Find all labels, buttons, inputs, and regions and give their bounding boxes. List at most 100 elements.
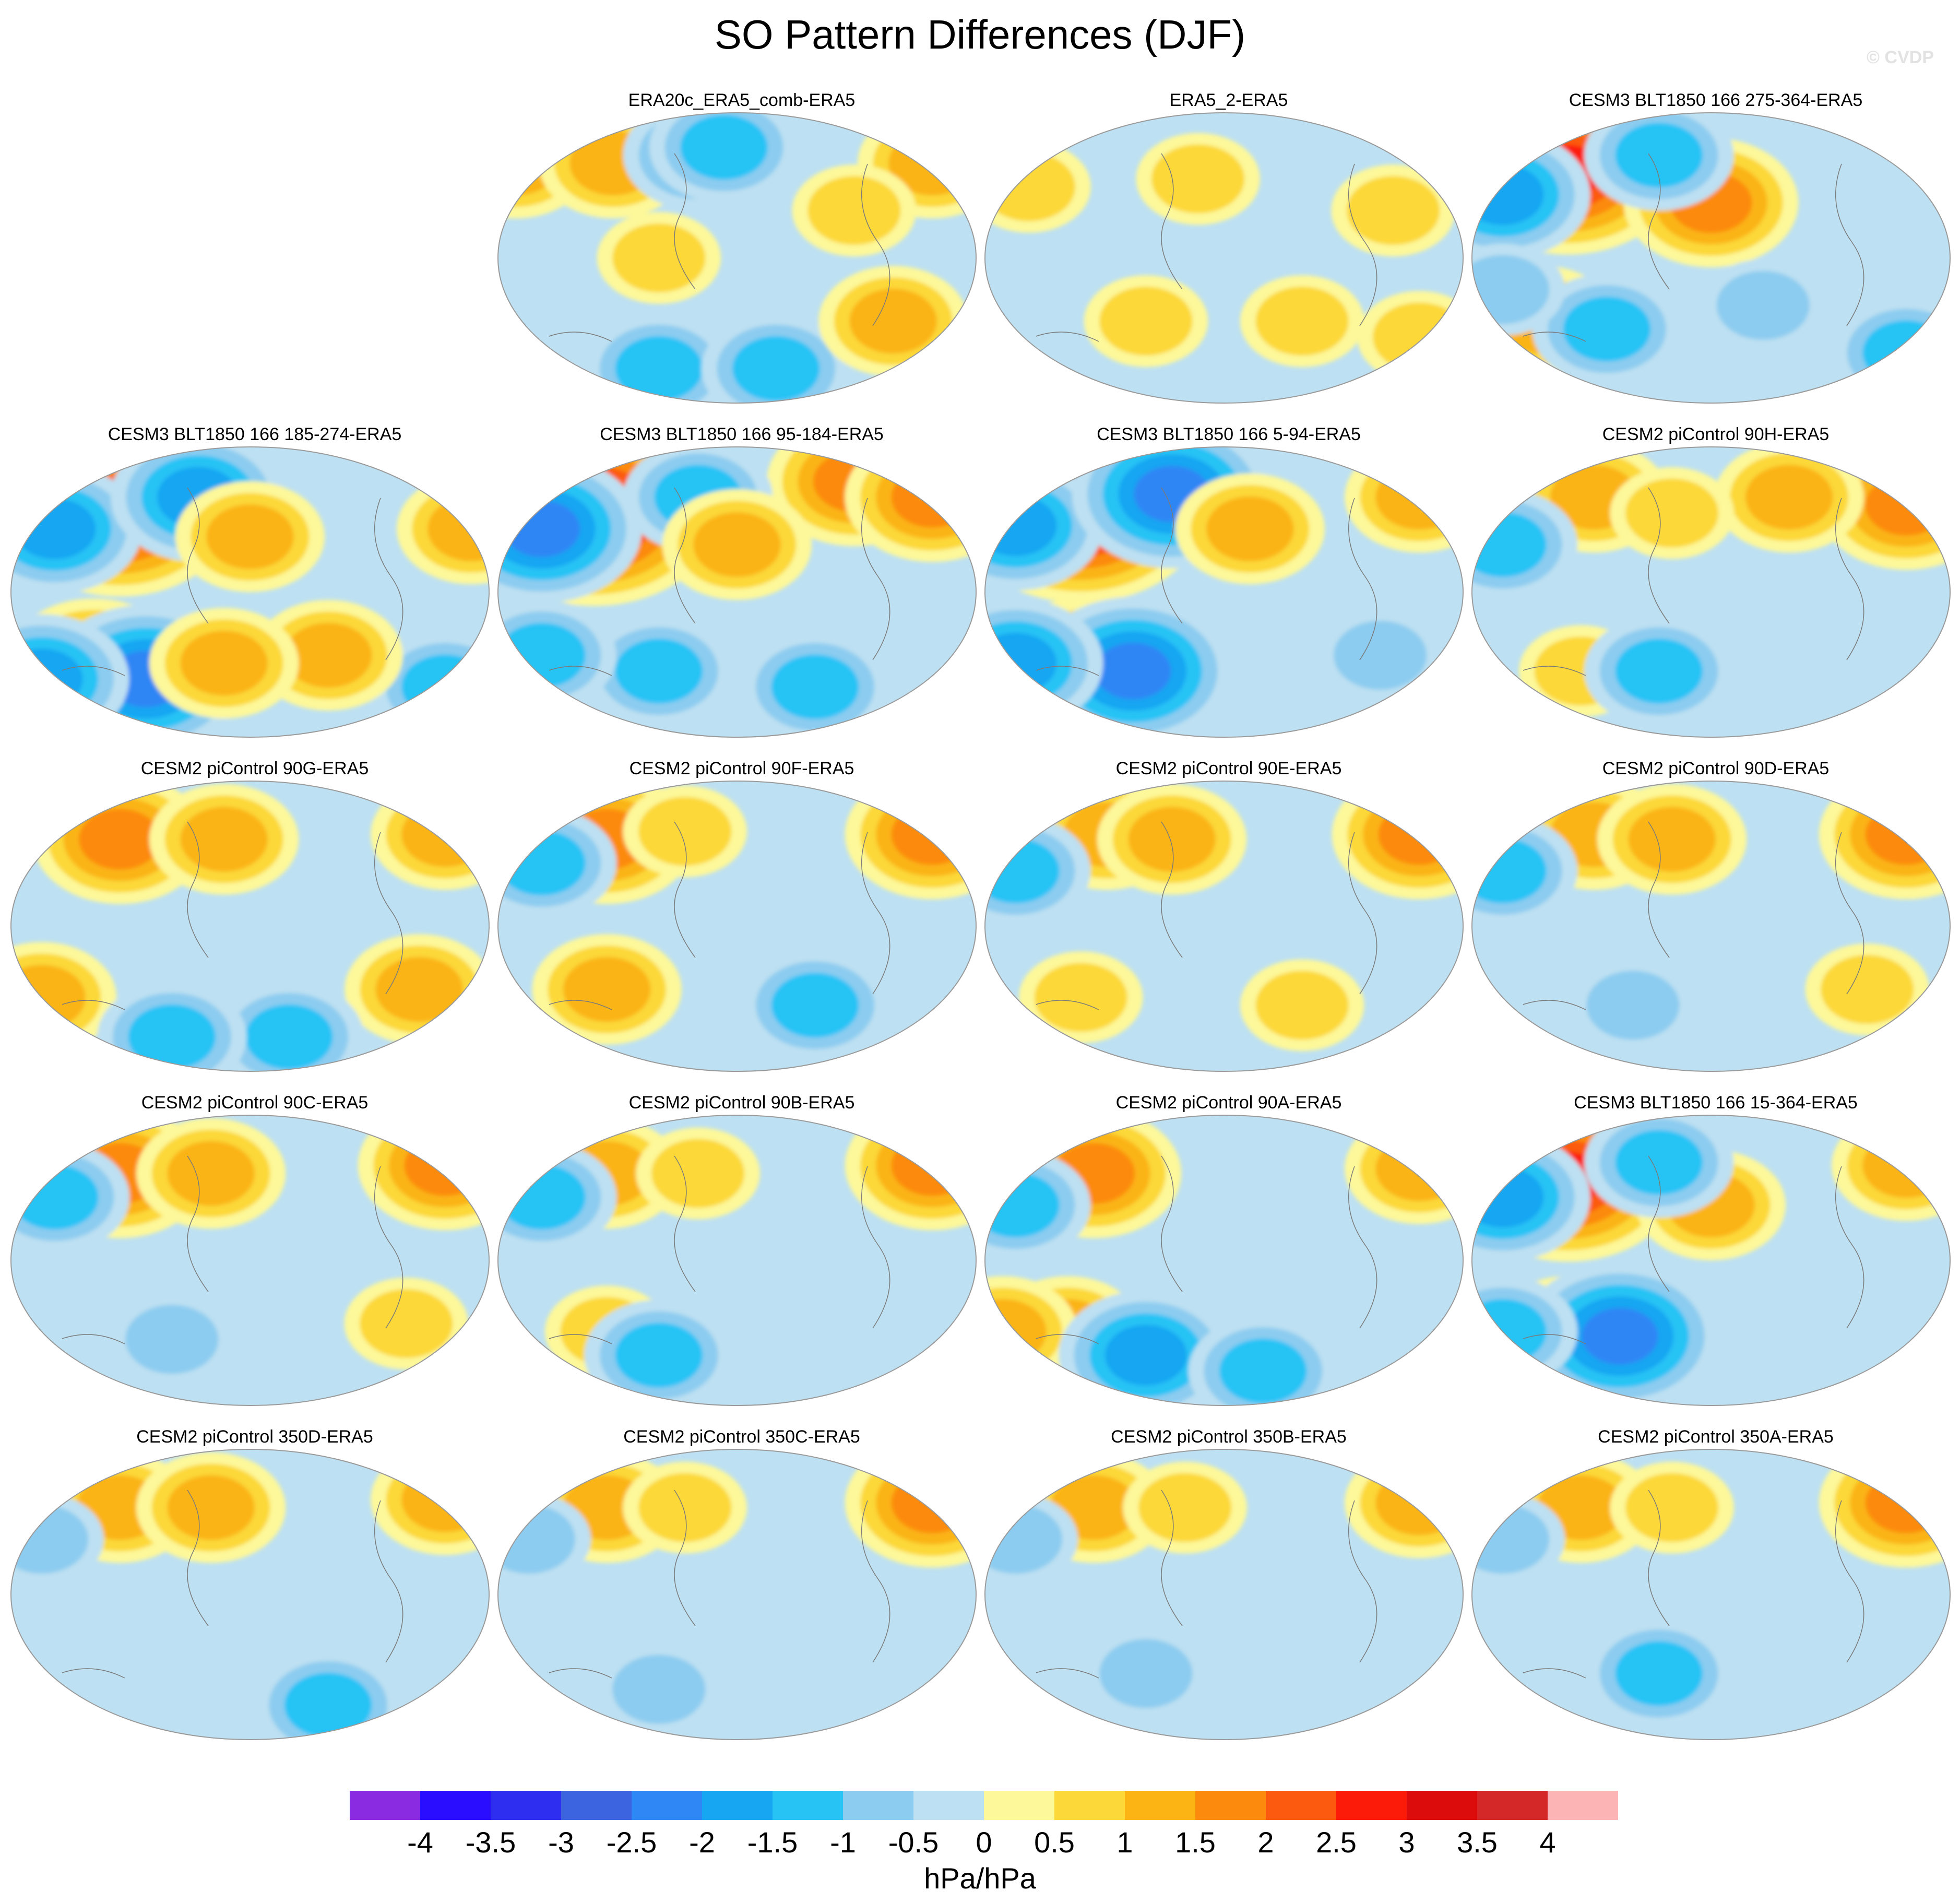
coastline	[62, 487, 403, 676]
colorbar-swatch	[632, 1791, 702, 1820]
contour-region	[615, 336, 703, 401]
map-panel: ERA20c_ERA5_comb-ERA5	[497, 90, 986, 424]
contour-region	[284, 623, 372, 688]
colorbar-tick-label: -0.5	[888, 1826, 939, 1859]
map-panel: CESM3 BLT1850 166 275-364-ERA5	[1471, 90, 1960, 424]
contour-region	[180, 631, 268, 696]
colorbar-tick-label: -1	[830, 1826, 856, 1859]
contour-region	[1219, 1338, 1307, 1403]
contour-region	[180, 807, 268, 872]
contour-region	[1138, 1473, 1232, 1542]
colorbar: -4 -3.5 -3 -2.5 -2 -1.5 -1 -0.5 0 0.5 1 1.5 2 2.5 3 3.5…	[350, 1791, 1618, 1859]
contour-region	[680, 115, 768, 180]
panel-title: CESM2 piControl 90F-ERA5	[629, 759, 854, 778]
map-outline	[497, 112, 977, 404]
contour-region	[1151, 144, 1245, 214]
coastline	[549, 821, 890, 1010]
contour-region	[504, 500, 580, 557]
colorbar-swatch	[773, 1791, 843, 1820]
map-plot	[10, 446, 490, 738]
coastline	[1036, 1490, 1377, 1679]
map-panel: ERA5_2-ERA5	[984, 90, 1473, 424]
map-panel: CESM2 piControl 90C-ERA5	[10, 1092, 499, 1426]
map-plot	[1471, 1115, 1951, 1406]
map-plot	[1471, 1449, 1951, 1740]
panel-title: CESM2 piControl 350C-ERA5	[623, 1427, 860, 1447]
colorbar-swatch	[1407, 1791, 1477, 1820]
map-outline	[1471, 1115, 1951, 1406]
contour-region	[79, 809, 161, 870]
contour-region	[612, 223, 706, 292]
colorbar-tick-label: 0	[976, 1826, 992, 1859]
panel-title: CESM2 piControl 90C-ERA5	[141, 1093, 369, 1113]
contour-region	[498, 830, 586, 895]
contour-region	[1716, 270, 1810, 340]
contour-region	[771, 654, 859, 719]
coastline	[1523, 821, 1864, 1010]
panel-title: CESM2 piControl 90D-ERA5	[1602, 759, 1830, 778]
contour-region	[1105, 1325, 1187, 1386]
map-panel: CESM2 piControl 350D-ERA5	[10, 1426, 499, 1761]
colorbar-swatch	[1477, 1791, 1548, 1820]
contour-region	[1334, 621, 1427, 690]
colorbar-tick-label: 1	[1116, 1826, 1133, 1859]
map-panel: CESM2 piControl 350A-ERA5	[1471, 1426, 1960, 1761]
map-panel: CESM2 piControl 90H-ERA5	[1471, 424, 1960, 758]
contour-region	[1862, 1133, 1950, 1198]
map-plot	[10, 1115, 490, 1406]
contour-region	[1095, 643, 1171, 700]
contour-region	[612, 1655, 706, 1724]
map-outline	[984, 781, 1464, 1072]
map-outline	[497, 1449, 977, 1740]
coastline	[549, 1155, 890, 1344]
map-panel: CESM2 piControl 90E-ERA5	[984, 758, 1473, 1092]
contour-region	[1586, 971, 1680, 1040]
map-plot	[984, 1115, 1464, 1406]
panel-title: CESM2 piControl 350D-ERA5	[136, 1427, 373, 1447]
map-panel: CESM2 piControl 90D-ERA5	[1471, 758, 1960, 1092]
contour-region	[1615, 1130, 1703, 1195]
coastline	[1523, 153, 1864, 342]
contour-region	[807, 176, 901, 245]
colorbar-swatch	[491, 1791, 561, 1820]
map-plot	[497, 112, 977, 404]
map-plot	[984, 781, 1464, 1072]
coastline	[1523, 1490, 1864, 1679]
contour-region	[891, 804, 973, 865]
contour-region	[1375, 1470, 1463, 1535]
contour-region	[1375, 465, 1463, 530]
contour-region	[284, 1672, 372, 1738]
contour-region	[1255, 971, 1349, 1040]
map-plot	[10, 1449, 490, 1740]
panel-title: CESM3 BLT1850 166 185-274-ERA5	[108, 424, 402, 444]
colorbar-tick-label: -2.5	[607, 1826, 657, 1859]
contour-region	[1563, 297, 1651, 362]
coastline	[1523, 487, 1864, 676]
map-outline	[10, 781, 490, 1072]
map-plot	[984, 446, 1464, 738]
map-panel: CESM2 piControl 90B-ERA5	[497, 1092, 986, 1426]
contour-region	[615, 1322, 703, 1388]
contour-region	[1615, 639, 1703, 704]
contour-region	[401, 1467, 489, 1532]
contour-region	[498, 623, 586, 688]
colorbar-swatch	[350, 1791, 420, 1820]
contour-region	[563, 957, 651, 1022]
coastline	[62, 1490, 403, 1679]
panel-title: ERA5_2-ERA5	[1169, 90, 1288, 110]
map-panel: CESM2 piControl 350B-ERA5	[984, 1426, 1473, 1761]
contour-region	[1628, 807, 1716, 872]
colorbar-swatch	[420, 1791, 491, 1820]
contour-region	[1255, 287, 1349, 356]
map-panel: CESM2 piControl 90A-ERA5	[984, 1092, 1473, 1426]
panel-title: CESM3 BLT1850 166 275-364-ERA5	[1569, 90, 1863, 110]
contour-region	[167, 1141, 255, 1206]
contour-region	[1865, 804, 1947, 865]
contour-region	[732, 336, 820, 401]
colorbar-swatch	[1266, 1791, 1336, 1820]
contour-region	[1099, 1639, 1193, 1708]
panel-title: CESM2 piControl 350B-ERA5	[1111, 1427, 1347, 1447]
map-outline	[984, 112, 1464, 404]
contour-region	[651, 1139, 745, 1208]
colorbar-tick-label: -2	[689, 1826, 715, 1859]
